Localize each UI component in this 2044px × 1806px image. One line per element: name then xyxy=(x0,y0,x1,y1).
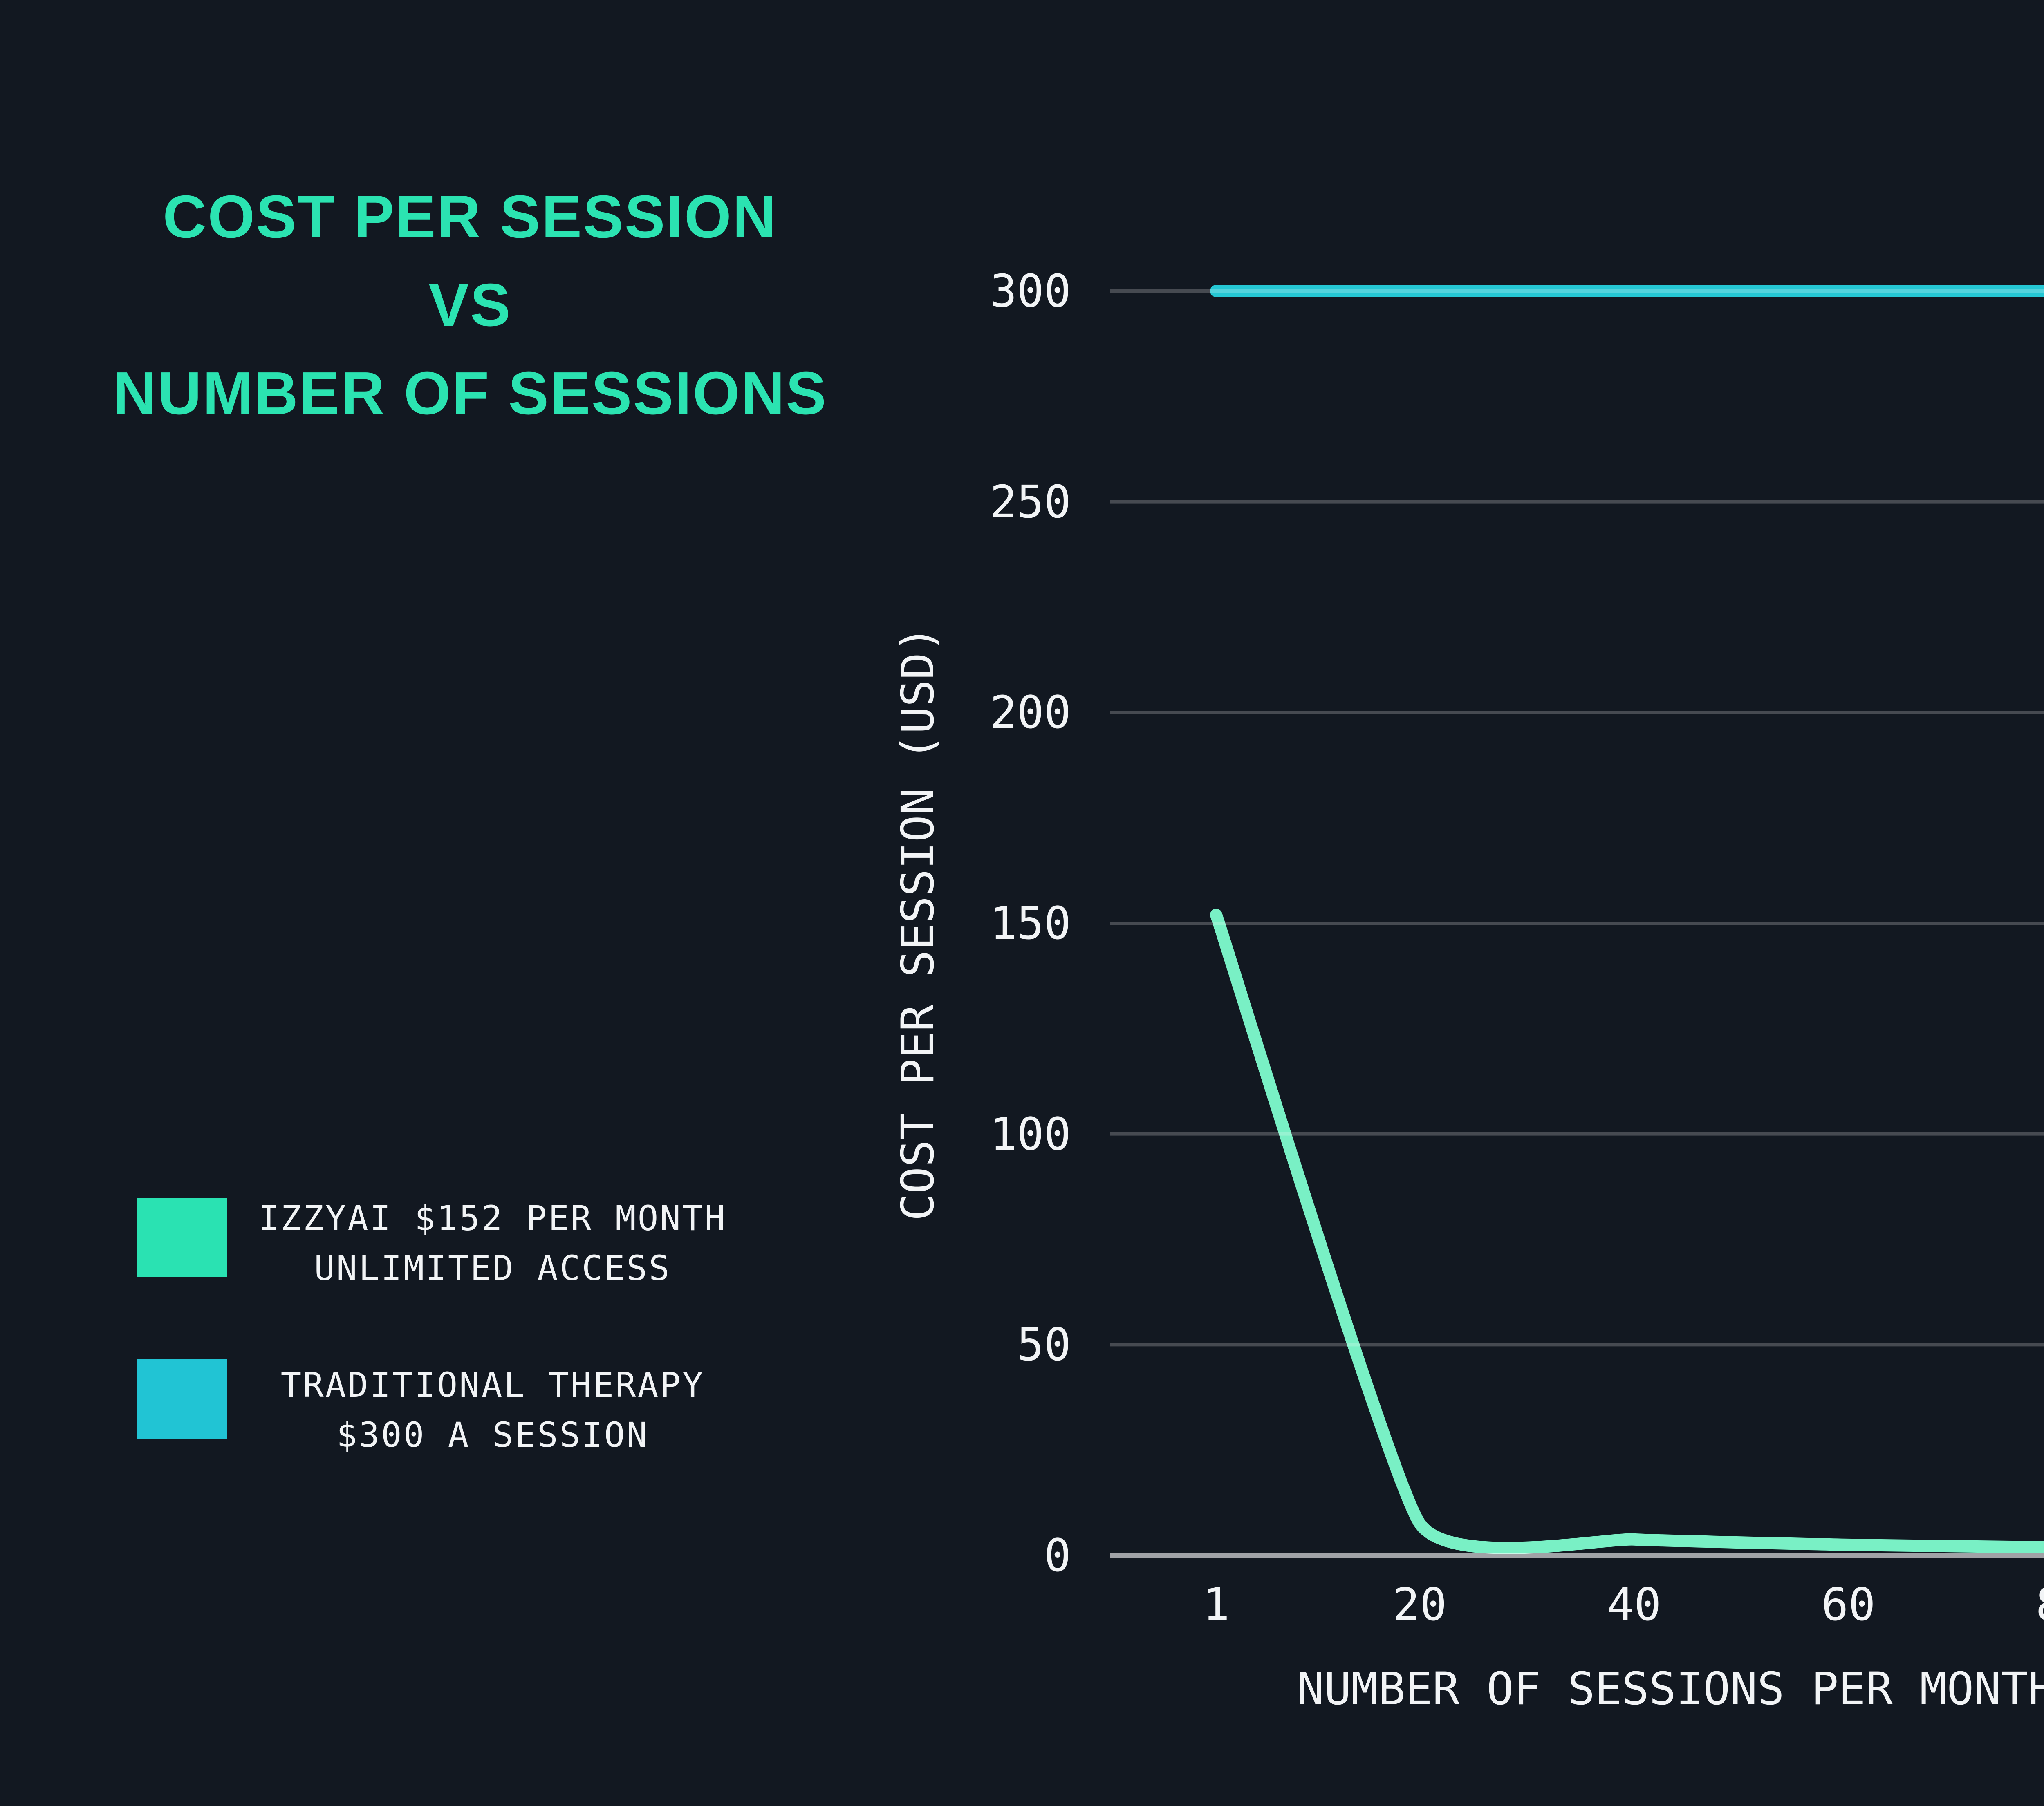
y-tick-label-250: 250 xyxy=(990,475,1071,528)
x-axis-title: NUMBER OF SESSIONS PER MONTH xyxy=(1297,1663,2044,1715)
y-tick-label-300: 300 xyxy=(990,265,1071,317)
y-axis-title: COST PER SESSION (USD) xyxy=(892,625,944,1221)
x-tick-label-1: 1 xyxy=(1202,1578,1230,1631)
legend-label-traditional-line-1: TRADITIONAL THERAPY xyxy=(280,1365,705,1405)
y-tick-label-150: 150 xyxy=(990,897,1071,949)
y-tick-label-50: 50 xyxy=(1017,1318,1071,1371)
legend-swatch-izzyai xyxy=(137,1198,227,1277)
series-line-0 xyxy=(1210,909,2044,1554)
y-tick-label-100: 100 xyxy=(990,1108,1071,1160)
chart-title-line-3: NUMBER OF SESSIONS xyxy=(113,360,827,427)
x-tick-label-80: 80 xyxy=(1957,1576,2044,1633)
legend-label-traditional: TRADITIONAL THERAPY $300 A SESSION xyxy=(217,1360,769,1460)
x-tick-label-20: 20 xyxy=(1392,1578,1447,1631)
x-tick-label-40: 40 xyxy=(1607,1578,1661,1631)
legend-label-izzyai-line-2: UNLIMITED ACCESS xyxy=(314,1248,671,1288)
legend-label-izzyai: IZZYAI $152 PER MONTH UNLIMITED ACCESS xyxy=(217,1193,769,1293)
legend-label-traditional-line-2: $300 A SESSION xyxy=(336,1415,649,1455)
chart-title-line-1: COST PER SESSION xyxy=(163,183,778,251)
legend-label-izzyai-line-1: IZZYAI $152 PER MONTH xyxy=(258,1198,727,1238)
legend-swatch-traditional xyxy=(137,1359,227,1439)
y-tick-label-0: 0 xyxy=(1044,1529,1071,1582)
x-tick-label-60: 60 xyxy=(1821,1578,1876,1631)
chart-title-line-2: VS xyxy=(428,271,512,339)
chart-title: COST PER SESSION VS NUMBER OF SESSIONS xyxy=(102,173,838,438)
y-tick-label-200: 200 xyxy=(990,686,1071,739)
